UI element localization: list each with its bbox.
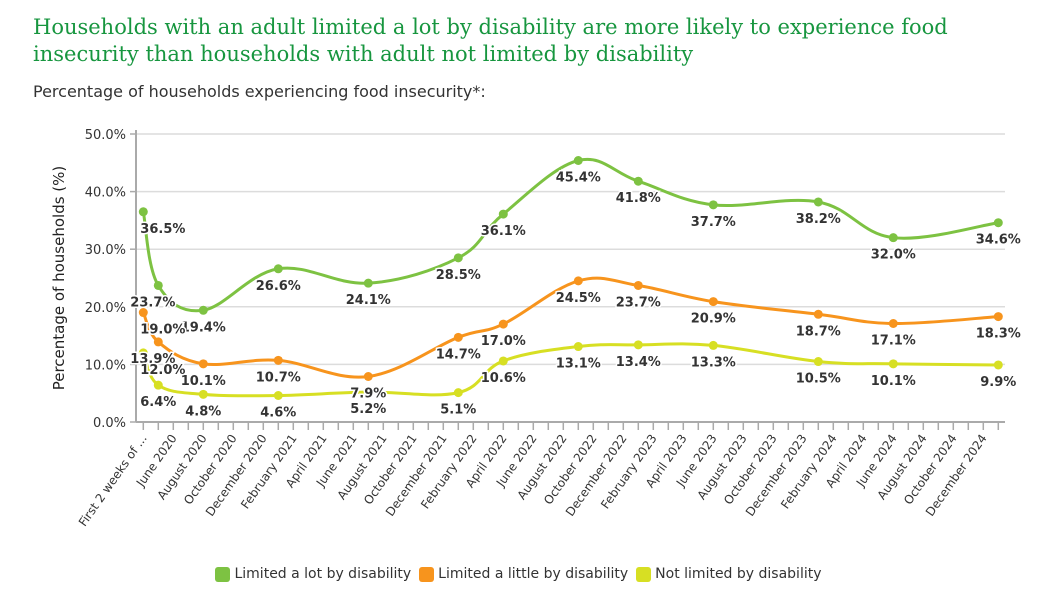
y-tick-label: 40.0%	[85, 186, 126, 201]
data-point	[453, 388, 463, 398]
data-point	[813, 197, 823, 207]
legend: Limited a lot by disability Limited a li…	[0, 566, 1037, 582]
data-label: 10.1%	[181, 374, 226, 389]
legend-item-not-limited[interactable]: Not limited by disability	[636, 566, 822, 582]
data-label: 36.1%	[481, 224, 526, 239]
data-point	[993, 360, 1003, 370]
data-label: 6.4%	[140, 395, 176, 410]
data-label: 13.4%	[616, 355, 661, 370]
y-tick-label: 0.0%	[93, 416, 126, 431]
legend-swatch	[419, 566, 435, 582]
data-point	[573, 276, 583, 286]
data-point	[153, 280, 163, 290]
data-point	[138, 348, 148, 358]
data-label: 17.1%	[871, 334, 916, 349]
data-label: 34.6%	[976, 233, 1021, 248]
data-label: 13.3%	[691, 355, 736, 370]
legend-label: Limited a lot by disability	[234, 566, 412, 582]
data-point	[708, 200, 718, 210]
data-label: 13.9%	[130, 352, 175, 367]
data-label: 10.5%	[796, 372, 841, 387]
data-point	[498, 209, 508, 219]
data-point	[498, 356, 508, 366]
data-point	[198, 389, 208, 399]
data-label: 5.1%	[440, 403, 476, 418]
legend-swatch	[636, 566, 652, 582]
data-label: 36.5%	[140, 222, 185, 237]
data-label: 10.6%	[481, 371, 526, 386]
data-point	[273, 391, 283, 401]
data-label: 38.2%	[796, 212, 841, 227]
data-point	[273, 355, 283, 365]
data-point	[138, 308, 148, 318]
data-point	[708, 297, 718, 307]
legend-item-limited-a-little[interactable]: Limited a little by disability	[419, 566, 628, 582]
data-point	[153, 380, 163, 390]
data-point	[273, 264, 283, 274]
data-point	[498, 319, 508, 329]
data-point	[633, 340, 643, 350]
data-point	[813, 309, 823, 319]
data-point	[573, 342, 583, 352]
chart-title: Households with an adult limited a lot b…	[33, 15, 948, 66]
data-label: 19.0%	[140, 323, 185, 338]
data-point	[198, 359, 208, 369]
data-point	[573, 155, 583, 165]
data-point	[453, 253, 463, 263]
series-line	[141, 157, 999, 313]
chart-subtitle: Percentage of households experiencing fo…	[33, 82, 486, 101]
data-label: 18.7%	[796, 324, 841, 339]
data-label: 4.6%	[260, 406, 296, 421]
data-point	[993, 218, 1003, 228]
data-point	[363, 278, 373, 288]
legend-swatch	[215, 566, 231, 582]
data-point	[633, 176, 643, 186]
y-tick-label: 20.0%	[85, 301, 126, 316]
data-label: 5.2%	[350, 402, 386, 417]
data-label: 9.9%	[980, 375, 1016, 390]
y-axis-title: Percentage of households (%)	[50, 166, 68, 391]
legend-label: Not limited by disability	[655, 566, 822, 582]
data-label: 32.0%	[871, 248, 916, 263]
data-point	[153, 337, 163, 347]
data-label: 24.1%	[346, 293, 391, 308]
data-label: 10.7%	[256, 370, 301, 385]
data-point	[363, 387, 373, 397]
data-label: 12.0%	[140, 363, 185, 378]
data-point	[888, 359, 898, 369]
data-label: 4.8%	[185, 404, 221, 419]
data-label: 14.7%	[436, 347, 481, 362]
data-label: 20.9%	[691, 312, 736, 327]
data-label: 13.1%	[556, 357, 601, 372]
y-tick-label: 50.0%	[85, 128, 126, 143]
data-point	[993, 312, 1003, 322]
legend-label: Limited a little by disability	[438, 566, 629, 582]
data-label: 18.3%	[976, 327, 1021, 342]
data-label: 10.1%	[871, 374, 916, 389]
data-label: 19.4%	[181, 320, 226, 335]
data-point	[363, 371, 373, 381]
data-label: 23.7%	[616, 295, 661, 310]
y-tick-label: 10.0%	[85, 358, 126, 373]
data-point	[888, 233, 898, 243]
data-label: 37.7%	[691, 215, 736, 230]
data-label: 17.0%	[481, 334, 526, 349]
data-point	[453, 332, 463, 342]
data-point	[198, 305, 208, 315]
data-label: 23.7%	[130, 295, 175, 310]
data-label: 45.4%	[556, 170, 601, 185]
data-point	[138, 207, 148, 217]
y-tick-label: 30.0%	[85, 243, 126, 258]
data-point	[708, 340, 718, 350]
data-point	[888, 319, 898, 329]
data-label: 28.5%	[436, 268, 481, 283]
data-label: 24.5%	[556, 291, 601, 306]
legend-item-limited-a-lot[interactable]: Limited a lot by disability	[215, 566, 411, 582]
data-point	[633, 280, 643, 290]
data-label: 7.9%	[350, 386, 386, 401]
data-label: 41.8%	[616, 191, 661, 206]
data-label: 26.6%	[256, 279, 301, 294]
data-point	[813, 357, 823, 367]
